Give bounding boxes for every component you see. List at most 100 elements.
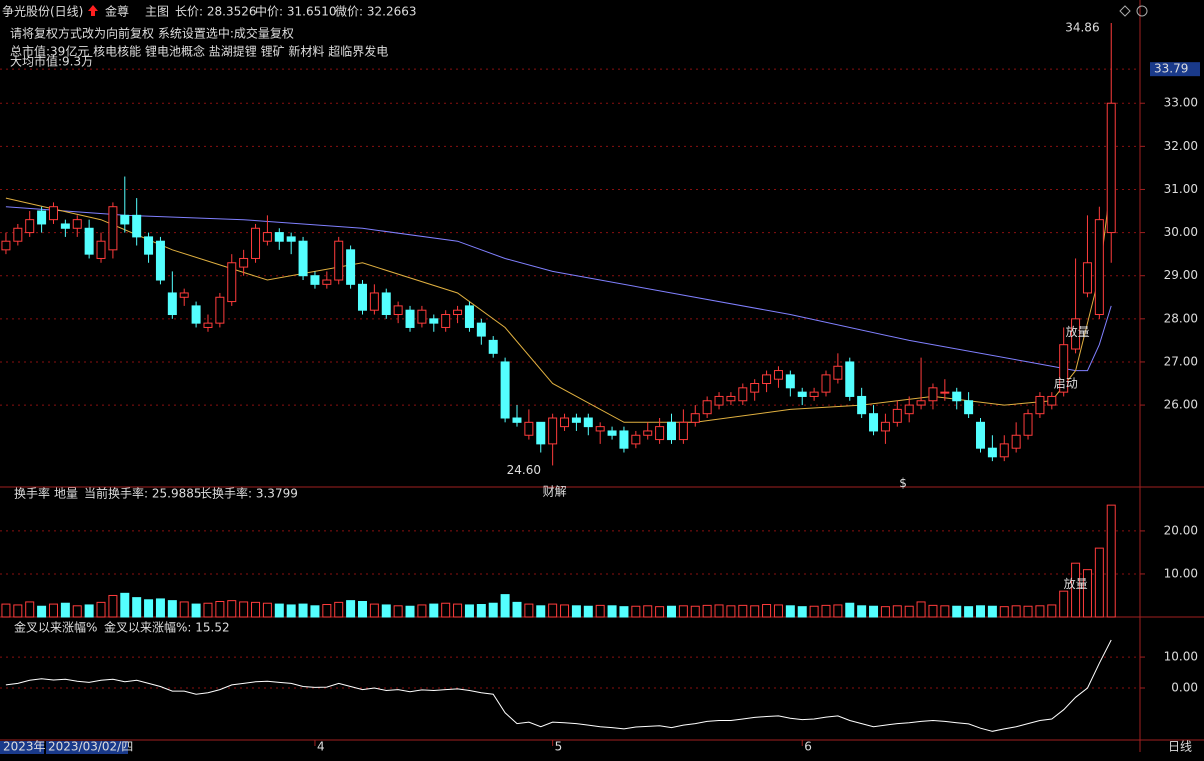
volume-bar <box>678 605 688 618</box>
volume-bar <box>999 606 1009 618</box>
volume-bar <box>880 606 890 618</box>
candle-body <box>1106 102 1116 234</box>
volume-bar <box>714 604 724 618</box>
volume-bar <box>13 604 23 618</box>
candle-body <box>417 309 427 324</box>
volume-bar <box>251 601 261 618</box>
volume-bar <box>631 605 641 618</box>
volume-bar <box>393 605 403 618</box>
candle-body <box>179 292 189 298</box>
volume-bar <box>869 605 879 618</box>
volume-bar <box>512 601 522 618</box>
panel-title: 当前换手率: 25.9885 <box>84 486 201 501</box>
candle-body <box>571 417 581 423</box>
volume-bar <box>1035 605 1045 618</box>
candle-body <box>869 413 879 432</box>
candle-body <box>892 408 902 423</box>
volume-bar <box>892 605 902 618</box>
candle-body <box>738 387 748 402</box>
candle-body <box>583 417 593 428</box>
panel-title: 金叉以来涨幅% <box>14 620 97 635</box>
candle-body <box>548 417 558 445</box>
volume-bar <box>833 604 843 618</box>
candle-body <box>750 383 760 393</box>
date-cursor: 2023/03/02/四 <box>48 740 133 754</box>
menu-icon[interactable] <box>1119 5 1131 17</box>
y-tick-label: 33.00 <box>1164 96 1198 110</box>
volume-bar <box>72 605 82 618</box>
chart-title: 争光股份(日线) <box>2 5 83 19</box>
candle-body <box>500 361 510 419</box>
volume-bar <box>120 592 130 618</box>
volume-bar <box>464 604 474 618</box>
y-tick-label: 10.00 <box>1164 566 1198 580</box>
volume-bar <box>750 605 760 618</box>
candle-body <box>940 391 950 394</box>
candle-body <box>964 400 974 415</box>
volume-bar <box>286 604 296 618</box>
volume-bar <box>1071 562 1081 618</box>
volume-bar <box>405 605 415 618</box>
volume-bar <box>904 605 914 618</box>
settings-icon[interactable] <box>1136 5 1148 17</box>
candle-body <box>1023 413 1033 436</box>
candle-body <box>928 387 938 402</box>
candle-body <box>215 296 225 324</box>
volume-bar <box>607 605 617 618</box>
volume-bar <box>322 604 332 618</box>
candle-body <box>488 339 498 354</box>
volume-bar <box>571 605 581 618</box>
volume-bar <box>239 601 249 618</box>
candle-body <box>560 417 570 428</box>
volume-bar <box>773 604 783 618</box>
candle-body <box>429 318 439 324</box>
volume-bar <box>37 605 47 618</box>
period: 日线 <box>1168 740 1192 754</box>
annotation: 放量 <box>1064 576 1088 591</box>
candle-body <box>132 214 142 238</box>
candle-body <box>334 240 344 281</box>
annotation: $ <box>899 476 907 490</box>
candle-body <box>666 421 676 441</box>
y-tick-label: 0.00 <box>1171 681 1198 695</box>
candle-body <box>595 426 605 432</box>
volume-bar <box>429 603 439 618</box>
candle-body <box>203 322 213 328</box>
volume-bar <box>726 605 736 618</box>
header-item[interactable]: 金尊 <box>105 4 129 19</box>
volume-bar <box>310 605 320 618</box>
date-cursor: 2023年 <box>3 740 46 754</box>
volume-bar <box>1023 605 1033 618</box>
volume-bar <box>762 604 772 618</box>
volume-bar <box>1094 547 1104 618</box>
volume-bar <box>441 602 451 618</box>
candle-body <box>1059 344 1069 393</box>
volume-bar <box>298 603 308 618</box>
volume-bar <box>262 602 272 618</box>
y-tick-label: 26.00 <box>1164 398 1198 412</box>
volume-bar <box>84 604 94 618</box>
candle-body <box>1035 395 1045 415</box>
candle-body <box>536 421 546 445</box>
volume-bar <box>108 594 118 618</box>
candle-body <box>1011 434 1021 449</box>
candle-body <box>726 395 736 402</box>
candle-body <box>393 305 403 316</box>
candle-body <box>441 314 451 328</box>
volume-bar <box>975 605 985 618</box>
candle-body <box>298 240 308 277</box>
note: 大均市值:9.3万 <box>10 54 93 69</box>
candle-body <box>96 240 106 259</box>
header-item[interactable]: 主图 <box>145 5 169 19</box>
volume-bar <box>1059 590 1069 618</box>
volume-bar <box>524 603 534 618</box>
volume-bar <box>179 601 189 618</box>
candle-body <box>714 395 724 406</box>
annotation: 24.60 <box>507 463 541 477</box>
y-tick-label: 27.00 <box>1164 354 1198 368</box>
volume-bar <box>334 601 344 618</box>
candle-body <box>310 275 320 285</box>
candle-body <box>322 279 332 285</box>
candle-body <box>643 430 653 436</box>
annotation: 34.86 <box>1065 21 1099 35</box>
